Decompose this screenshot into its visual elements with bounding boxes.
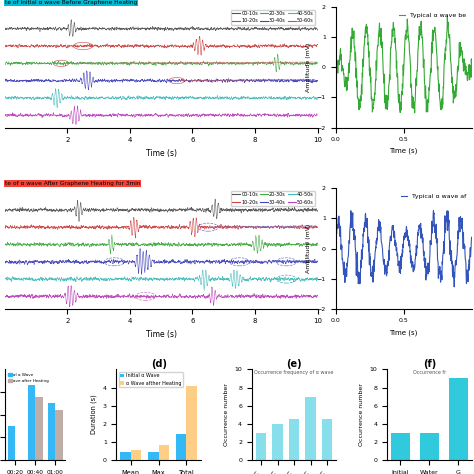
- Bar: [35, 397, 43, 460]
- X-axis label: Time (s): Time (s): [146, 149, 177, 158]
- Bar: [272, 424, 283, 460]
- Bar: [159, 445, 169, 460]
- Legend: al α Wave, ave after Heating: al α Wave, ave after Heating: [7, 372, 51, 385]
- Bar: [322, 419, 332, 460]
- Bar: [120, 452, 131, 460]
- Bar: [148, 452, 159, 460]
- Legend: Typical α wave be: Typical α wave be: [396, 10, 468, 20]
- Bar: [305, 397, 316, 460]
- Title: (e): (e): [286, 359, 302, 369]
- Bar: [420, 433, 439, 460]
- Bar: [176, 435, 186, 460]
- Text: te of Initial α wave Before Graphene Heating: te of Initial α wave Before Graphene Hea…: [5, 0, 137, 5]
- Bar: [27, 385, 35, 460]
- X-axis label: Time (s): Time (s): [146, 330, 177, 339]
- Text: Occurrence fr: Occurrence fr: [413, 370, 446, 375]
- Title: (f): (f): [423, 359, 436, 369]
- Y-axis label: Occurrence number: Occurrence number: [359, 383, 364, 446]
- X-axis label: Time (s): Time (s): [390, 329, 418, 336]
- Legend: Initial α Wave, α Wave afther Heating: Initial α Wave, α Wave afther Heating: [119, 372, 182, 387]
- Bar: [186, 386, 197, 460]
- Legend: 00-10s, 10-20s, 20-30s, 30-40s, 40-50s, 50-60s: 00-10s, 10-20s, 20-30s, 30-40s, 40-50s, …: [231, 9, 315, 25]
- Title: (d): (d): [151, 359, 167, 369]
- X-axis label: Time (s): Time (s): [390, 148, 418, 155]
- Text: Occurrence frequency of α wave: Occurrence frequency of α wave: [255, 370, 334, 375]
- Bar: [55, 410, 63, 460]
- Bar: [391, 433, 410, 460]
- Bar: [47, 403, 55, 460]
- Bar: [131, 450, 141, 460]
- Y-axis label: Amplitude (mV): Amplitude (mV): [306, 43, 311, 92]
- Bar: [289, 419, 300, 460]
- Y-axis label: Amplitude (mV): Amplitude (mV): [306, 224, 311, 273]
- Text: te of α wave After Graphene Heating for 3min: te of α wave After Graphene Heating for …: [5, 181, 140, 186]
- Legend: 00-10s, 10-20s, 20-30s, 30-40s, 40-50s, 50-60s: 00-10s, 10-20s, 20-30s, 30-40s, 40-50s, …: [231, 191, 315, 206]
- Bar: [449, 378, 468, 460]
- Y-axis label: Duration (s): Duration (s): [91, 395, 97, 435]
- Bar: [255, 433, 266, 460]
- Legend: Typical α wave af: Typical α wave af: [398, 191, 468, 202]
- Y-axis label: Occurrence number: Occurrence number: [224, 383, 229, 446]
- Bar: [8, 426, 15, 460]
